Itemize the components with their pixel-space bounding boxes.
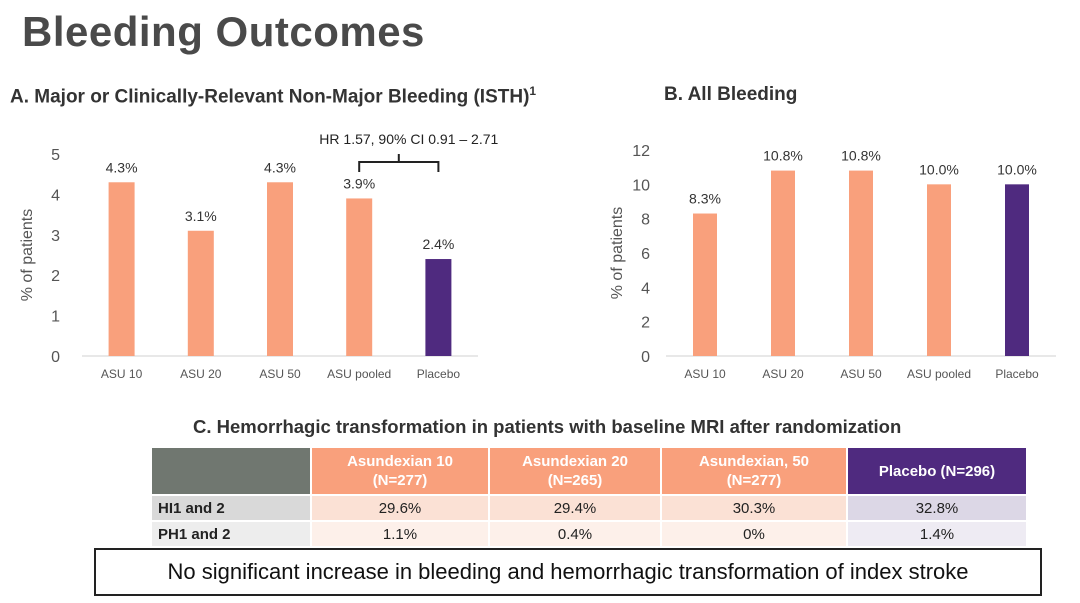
row-label: HI1 and 2 [152,496,310,520]
chart-b-category-label: ASU 20 [762,367,804,381]
chart-b-category-label: ASU 10 [684,367,726,381]
chart-a-ytick: 3 [51,228,60,245]
col-header-1: Asundexian 20 (N=265) [490,448,660,494]
col-header-2: Asundexian, 50 (N=277) [662,448,846,494]
slide-title: Bleeding Outcomes [22,8,425,55]
chart-b-data-label: 8.3% [689,191,721,207]
chart-a-ytick: 5 [51,147,60,164]
chart-b-ytick: 2 [641,315,650,332]
col-header-0: Asundexian 10 (N=277) [312,448,488,494]
chart-b-ytick: 8 [641,212,650,229]
col-header-1-name: Asundexian 20 [522,453,628,470]
chart-b-ytick: 6 [641,246,650,263]
chart-a-category-label: ASU 10 [101,367,143,381]
table-row: PH1 and 2 1.1% 0.4% 0% 1.4% [152,522,1026,546]
chart-b-ylabel: % of patients [609,207,626,300]
chart-b: 0 2 4 6 8 10 12 % of patients 8.3% ASU 10 10.8% ASU… [609,143,1056,381]
chart-b-ytick: 4 [641,280,650,297]
chart-a-ytick: 4 [51,187,60,204]
chart-b-bar [771,170,795,356]
chart-b-ytick: 0 [641,349,650,366]
row-label: PH1 and 2 [152,522,310,546]
panel-a-footnote-ref: 1 [529,84,537,98]
chart-b-data-label: 10.0% [997,161,1037,177]
chart-b-ytick: 12 [632,143,650,160]
panel-c-title: C. Hemorrhagic transformation in patient… [193,416,902,437]
col-header-1-n: (N=265) [547,472,603,489]
hr-bracket [358,154,440,172]
table-cell: 0.4% [490,522,660,546]
chart-a-bar [346,198,373,356]
col-header-2-n: (N=277) [726,472,782,489]
chart-b-category-label: Placebo [995,367,1039,381]
table-cell: 1.1% [312,522,488,546]
chart-b-data-label: 10.0% [919,161,959,177]
table-cell: 30.3% [662,496,846,520]
table-cell: 32.8% [848,496,1026,520]
chart-b-data-label: 10.8% [763,148,803,164]
chart-a-category-label: ASU pooled [327,367,391,381]
chart-a-ytick: 2 [51,268,60,285]
chart-a-category-label: Placebo [417,367,461,381]
chart-a-data-label: 3.9% [343,175,375,191]
chart-a-ytick: 0 [51,349,60,366]
chart-a-ytick: 1 [51,309,60,326]
col-header-2-name: Asundexian, 50 [698,453,810,470]
chart-b-data-label: 10.8% [841,148,881,164]
chart-b-bar [927,184,951,356]
chart-b-bar [693,213,717,356]
table-cell: 29.4% [490,496,660,520]
table-cell: 1.4% [848,522,1026,546]
panel-b-title: B. All Bleeding [664,84,798,105]
table-row: HI1 and 2 29.6% 29.4% 30.3% 32.8% [152,496,1026,520]
chart-a-bar [187,230,214,356]
conclusion-banner: No significant increase in bleeding and … [94,548,1042,596]
col-header-0-n: (N=277) [372,472,428,489]
chart-a-data-label: 4.3% [106,159,138,175]
table-header-row: Asundexian 10 (N=277) Asundexian 20 (N=2… [152,448,1026,494]
hr-annotation: HR 1.57, 90% CI 0.91 – 2.71 [319,131,498,147]
chart-a: 0 1 2 3 4 5 % of patients 4.3% ASU 10 3.1% ASU 20 4… [19,131,499,381]
panel-a-title-text: A. Major or Clinically-Relevant Non-Majo… [10,86,530,108]
col-header-3-name: Placebo (N=296) [878,462,996,480]
chart-a-ylabel: % of patients [19,209,36,302]
chart-b-category-label: ASU pooled [907,367,971,381]
chart-a-data-label: 4.3% [264,159,296,175]
chart-a-category-label: ASU 50 [259,367,301,381]
chart-a-bar [425,259,452,356]
panel-a-title: A. Major or Clinically-Relevant Non-Majo… [10,84,536,108]
chart-a-bar [267,182,293,356]
chart-b-bar [1005,184,1029,356]
table-cell: 0% [662,522,846,546]
chart-a-bar [108,182,135,356]
chart-a-data-label: 2.4% [422,236,454,252]
table-corner-cell [152,448,310,494]
chart-b-bar [849,170,873,356]
hemorrhagic-transformation-table: Asundexian 10 (N=277) Asundexian 20 (N=2… [150,446,1028,548]
col-header-3: Placebo (N=296) [848,448,1026,494]
chart-b-category-label: ASU 50 [840,367,882,381]
col-header-0-name: Asundexian 10 [347,453,453,470]
chart-a-data-label: 3.1% [185,208,217,224]
table-cell: 29.6% [312,496,488,520]
chart-b-ytick: 10 [632,177,650,194]
chart-a-category-label: ASU 20 [180,367,222,381]
